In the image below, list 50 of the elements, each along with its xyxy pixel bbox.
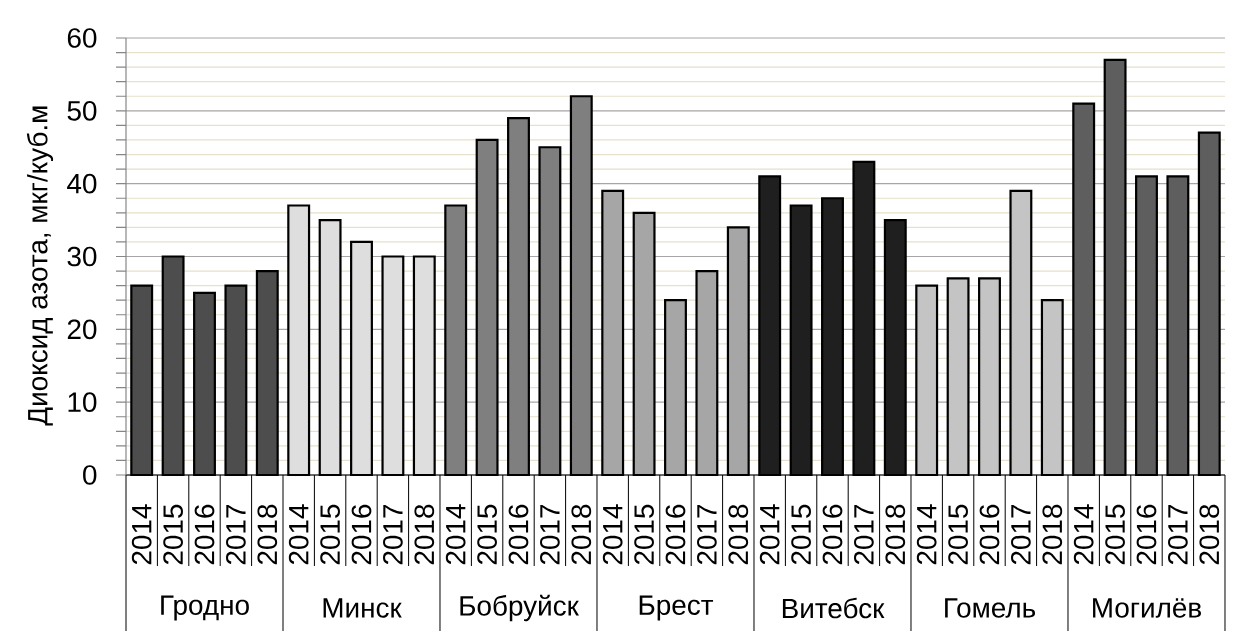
x-tick-label: 2014: [759, 504, 780, 565]
x-tick-label: 2018: [885, 504, 906, 565]
x-tick-label: 2018: [257, 504, 278, 565]
text: Гомель: [945, 598, 1036, 618]
x-tick-label: 2018: [728, 504, 749, 565]
x-tick-label: 2018: [1042, 504, 1063, 565]
text: Бобруйск: [460, 594, 579, 622]
x-tick-label: 2014: [445, 504, 466, 565]
x-tick-label: 2014: [1073, 504, 1094, 565]
x-tick-label: 2016: [508, 504, 529, 565]
x-tick-label: 2016: [665, 504, 686, 565]
y-tick-label: 20: [67, 319, 97, 340]
x-tick-label: 2014: [602, 504, 623, 565]
y-axis-title: Диоксид азота, мкг/куб.м: [26, 106, 54, 426]
x-tick-label: 2014: [288, 504, 309, 565]
y-tick-label: 40: [67, 173, 97, 194]
x-tick-label: 2015: [634, 504, 654, 565]
x-tick-label: 2016: [822, 504, 843, 565]
x-tick-label: 2016: [979, 504, 1000, 565]
x-tick-label: 2017: [854, 504, 874, 565]
x-tick-label: 2015: [477, 504, 497, 565]
x-tick-label: 2016: [194, 504, 215, 565]
x-tick-label: 2014: [131, 504, 152, 565]
x-tick-label: 2014: [916, 504, 937, 565]
text: Гродно: [161, 595, 249, 621]
x-tick-label: 2015: [1105, 504, 1125, 565]
x-tick-label: 2016: [351, 504, 372, 565]
x-tick-label: 2015: [948, 504, 968, 565]
x-tick-label: 2017: [226, 504, 246, 565]
y-tick-label: 0: [83, 465, 97, 485]
x-tick-label: 2017: [383, 504, 403, 565]
x-tick-label: 2017: [1168, 504, 1188, 565]
x-tick-label: 2016: [1136, 504, 1157, 565]
x-tick-label: 2017: [540, 504, 560, 565]
x-tick-label: 2015: [791, 504, 811, 565]
text: Минск: [323, 598, 402, 618]
y-tick-label: 60: [67, 28, 97, 48]
y-tick-label: 30: [67, 246, 97, 267]
y-tick-label: 50: [67, 100, 97, 121]
x-tick-label: 2018: [571, 504, 592, 565]
text: Витебск: [782, 597, 885, 619]
y-tick-label: 10: [68, 392, 97, 413]
x-tick-label: 2015: [320, 504, 340, 565]
text: Могилёв: [1093, 598, 1201, 618]
x-tick-label: 2017: [1011, 504, 1031, 565]
x-tick-label: 2018: [1199, 504, 1220, 565]
x-tick-label: 2015: [163, 504, 183, 565]
x-tick-label: 2017: [697, 504, 717, 565]
text: Брест: [639, 595, 714, 621]
x-tick-label: 2018: [414, 504, 435, 565]
